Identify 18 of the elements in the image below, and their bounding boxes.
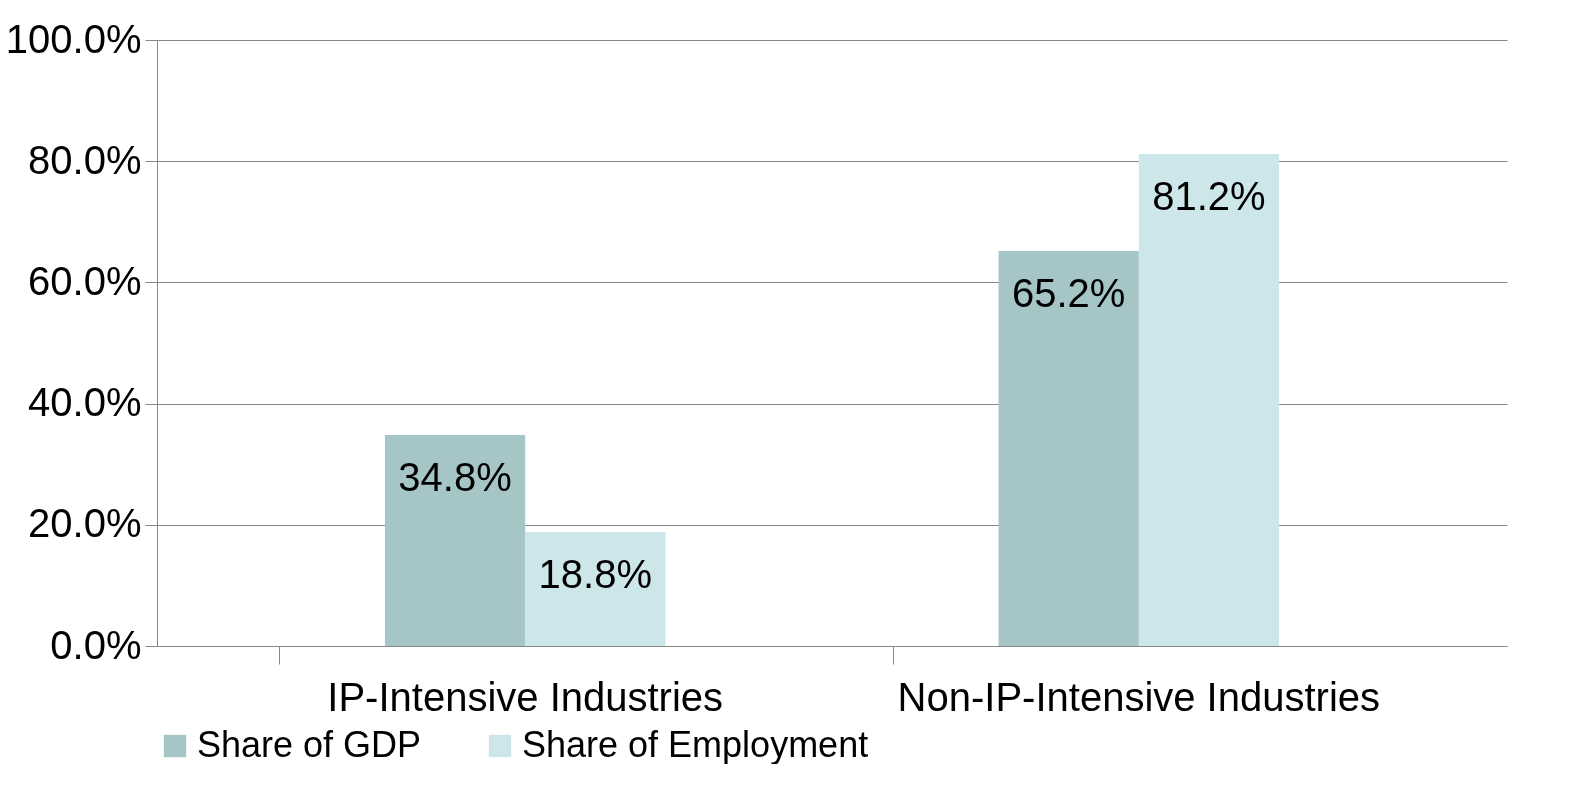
- y-tick-label: 80.0%: [28, 137, 142, 182]
- y-tick-label: 20.0%: [28, 501, 142, 546]
- y-tick-label: 40.0%: [28, 380, 142, 425]
- bar: [1138, 153, 1280, 646]
- data-label: 81.2%: [1152, 173, 1266, 218]
- bar: [998, 250, 1139, 646]
- bar: [525, 532, 666, 646]
- y-tick-label: 0.0%: [50, 622, 142, 667]
- y-tick-label: 60.0%: [28, 258, 142, 303]
- x-tick-label: IP-Intensive Industries: [327, 674, 724, 719]
- legend-label: Share of Employment: [522, 724, 869, 765]
- y-tick-label: 100.0%: [5, 16, 142, 61]
- data-label: 18.8%: [538, 552, 653, 597]
- data-label: 34.8%: [398, 455, 512, 500]
- bar: [384, 435, 526, 646]
- legend-label: Share of GDP: [197, 724, 422, 765]
- data-label: 65.2%: [1011, 270, 1126, 315]
- x-tick-label: Non-IP-Intensive Industries: [897, 674, 1381, 719]
